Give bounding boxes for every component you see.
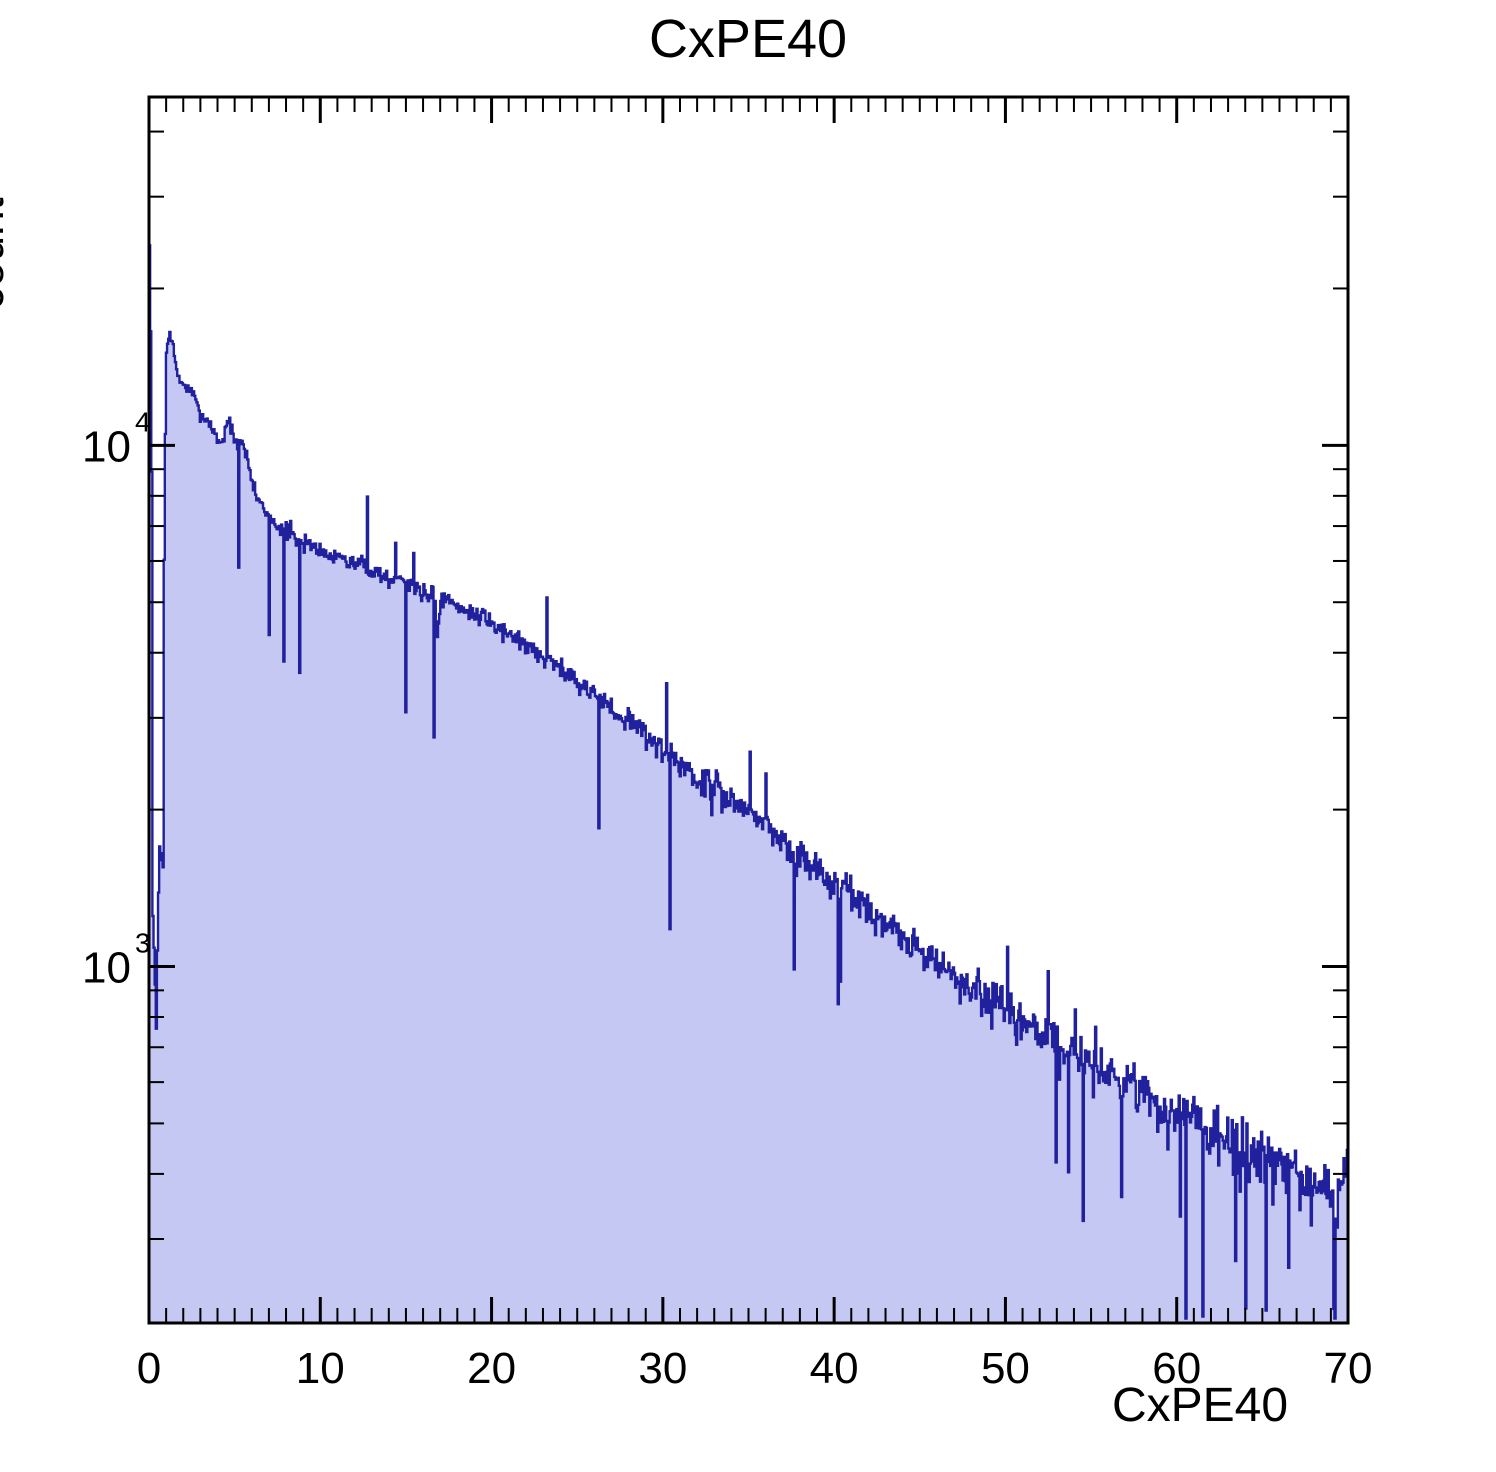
- y-axis-tick-label: 10: [82, 422, 131, 471]
- y-axis-tick-exponent: 3: [135, 928, 151, 959]
- x-axis-tick-label: 50: [981, 1344, 1030, 1393]
- x-axis-tick-label: 20: [467, 1344, 516, 1393]
- x-axis-tick-label: 40: [810, 1344, 859, 1393]
- x-axis-title: CxPE40: [1111, 1379, 1289, 1432]
- x-axis-tick-label: 60: [1152, 1344, 1201, 1393]
- x-axis-tick-label: 0: [137, 1344, 161, 1393]
- x-axis-tick-label: 30: [638, 1344, 687, 1393]
- chart-title: CxPE40: [648, 9, 848, 69]
- y-axis-tick-exponent: 4: [135, 406, 151, 437]
- x-axis-tick-label: 70: [1324, 1344, 1373, 1393]
- y-axis-tick-label: 10: [82, 944, 131, 993]
- histogram-series: [147, 244, 1350, 1325]
- x-axis-tick-label: 10: [296, 1344, 345, 1393]
